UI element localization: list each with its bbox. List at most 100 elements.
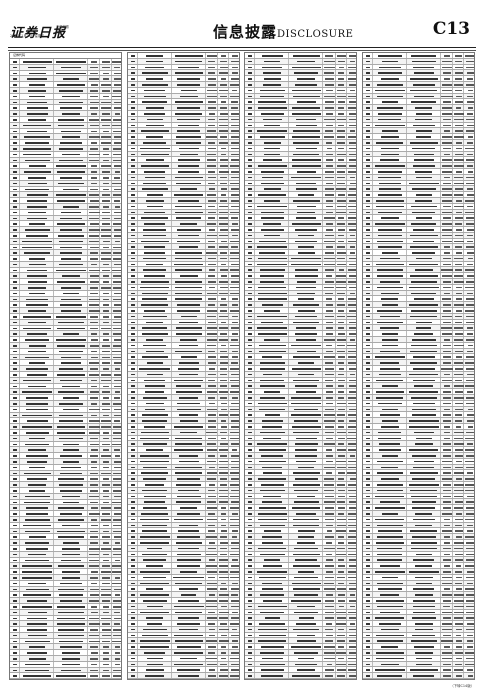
table-cell: [20, 250, 55, 256]
table-cell: [255, 626, 290, 632]
table-cell: [373, 99, 407, 105]
table-cell: [323, 250, 336, 255]
table-cell: [245, 534, 256, 539]
text-line: [13, 304, 18, 307]
text-line: [415, 176, 432, 179]
table-cell: [229, 239, 239, 244]
text-line: [325, 182, 333, 185]
table-cell: [255, 348, 290, 354]
text-line: [454, 234, 464, 237]
text-line: [113, 194, 121, 196]
table-cell: [172, 539, 206, 545]
table-cell: [218, 406, 230, 412]
table-cell: [218, 528, 230, 534]
table-row: [127, 528, 239, 535]
text-line: [218, 576, 229, 579]
text-line: [264, 391, 281, 393]
text-line: [466, 66, 474, 69]
table-row: [245, 580, 357, 587]
table-cell: [172, 621, 206, 626]
table-cell: [407, 93, 441, 99]
table-cell: [347, 499, 357, 504]
table-cell: [206, 586, 218, 592]
table-cell: [255, 615, 290, 621]
text-line: [27, 617, 47, 620]
table-cell: [112, 308, 121, 313]
table-cell: [88, 59, 101, 64]
text-line: [174, 72, 203, 74]
text-line: [114, 176, 121, 179]
table-cell: [128, 53, 138, 58]
table-cell: [363, 105, 373, 110]
text-line: [130, 159, 135, 161]
table-cell: [138, 493, 172, 499]
text-line: [348, 489, 357, 492]
table-cell: [323, 638, 336, 644]
text-line: [144, 408, 165, 411]
table-cell: [464, 389, 474, 394]
table-cell: [88, 563, 101, 569]
table-row: [10, 632, 121, 639]
table-cell: [20, 87, 55, 93]
table-cell: [289, 302, 324, 308]
text-line: [325, 292, 334, 295]
table-cell: [289, 481, 324, 487]
table-cell: [289, 476, 324, 481]
table-cell: [255, 667, 290, 673]
table-cell: [289, 342, 324, 348]
table-cell: [206, 192, 218, 197]
table-cell: [100, 621, 112, 627]
text-line: [297, 657, 315, 660]
text-line: [207, 426, 216, 428]
table-cell: [100, 441, 112, 447]
table-cell: [206, 139, 218, 145]
text-line: [248, 408, 253, 411]
table-cell: [218, 429, 230, 435]
table-cell: [138, 261, 172, 267]
table-cell: [229, 494, 239, 499]
table-cell: [336, 105, 347, 110]
text-line: [145, 199, 164, 202]
table-row: [245, 499, 357, 506]
text-line: [59, 350, 83, 353]
text-line: [101, 89, 111, 92]
table-cell: [172, 128, 206, 134]
table-cell: [229, 111, 239, 116]
table-cell: [54, 180, 88, 186]
table-cell: [20, 435, 55, 441]
table-cell: [218, 395, 230, 400]
table-cell: [206, 429, 218, 435]
table-row: [245, 528, 357, 535]
table-cell: [172, 273, 206, 279]
table-cell: [255, 105, 290, 110]
text-line: [28, 223, 46, 225]
table-cell: [138, 406, 172, 412]
text-line: [337, 501, 346, 503]
table-cell: [453, 197, 465, 203]
table-cell: [347, 638, 356, 643]
text-line: [103, 605, 109, 608]
table-row: [10, 238, 121, 245]
text-line: [347, 449, 357, 451]
text-line: [365, 223, 370, 225]
text-line: [337, 576, 346, 579]
text-line: [13, 89, 18, 92]
table-cell: [20, 302, 55, 308]
table-cell: [20, 174, 55, 180]
text-line: [466, 275, 474, 277]
text-line: [365, 124, 370, 127]
table-cell: [88, 105, 101, 111]
text-line: [455, 89, 463, 92]
table-cell: [464, 70, 474, 75]
text-line: [365, 165, 370, 167]
table-cell: [138, 279, 172, 284]
text-line: [13, 200, 18, 202]
table-cell: [128, 447, 138, 452]
text-line: [22, 61, 52, 63]
table-cell: [255, 122, 290, 128]
text-line: [291, 397, 322, 399]
text-line: [220, 646, 227, 648]
text-line: [60, 229, 82, 231]
table-cell: [255, 441, 290, 447]
table-cell: [138, 325, 172, 331]
